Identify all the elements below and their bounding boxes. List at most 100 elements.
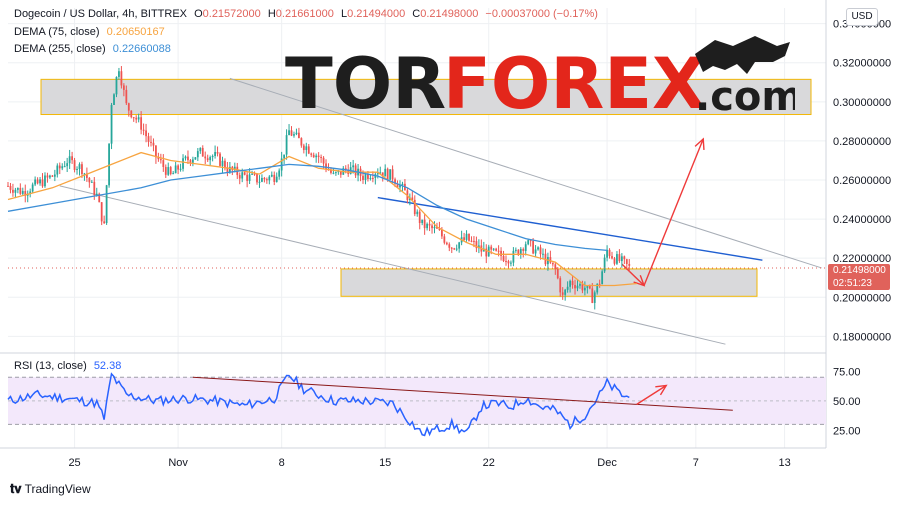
candle-body-234 — [583, 287, 586, 291]
candle-body-41 — [108, 143, 110, 186]
tradingview-brand[interactable]: 𝐭𝐯 TradingView — [10, 481, 91, 497]
axes: 0.340000000.320000000.300000000.28000000… — [8, 19, 891, 469]
price-tick-5: 0.24000000 — [833, 214, 891, 226]
rsi-tick-1: 50.00 — [833, 396, 861, 408]
candle-body-125 — [315, 155, 318, 158]
candle-body-108 — [273, 174, 276, 182]
arrow-up-head — [694, 137, 705, 150]
candle-body-84 — [214, 152, 216, 156]
candle-body-243 — [606, 249, 608, 258]
tradingview-icon: 𝐭𝐯 — [10, 481, 22, 496]
candle-body-40 — [105, 185, 108, 224]
candle-body-116 — [293, 134, 295, 136]
candle-body-140 — [352, 165, 355, 168]
candle-body-238 — [593, 292, 596, 303]
candle-body-72 — [184, 156, 187, 159]
candle-body-189 — [473, 240, 475, 242]
candle-body-15 — [44, 175, 46, 187]
candle-body-249 — [620, 256, 623, 262]
candle-body-89 — [226, 168, 229, 172]
support-zone — [340, 268, 758, 297]
rsi-tick-2: 25.00 — [833, 425, 861, 437]
dema255-label: DEMA (255, close) — [14, 43, 106, 55]
candle-body-246 — [613, 258, 616, 264]
candle-body-48 — [125, 89, 128, 104]
candle-body-175 — [438, 228, 441, 231]
candle-body-47 — [122, 85, 125, 90]
candle-body-211 — [527, 240, 530, 245]
dema255-legend[interactable]: DEMA (255, close) 0.22660088 — [14, 43, 171, 55]
logo-part-com: .com — [695, 74, 795, 120]
candle-body-55 — [142, 129, 145, 131]
candle-body-110 — [278, 170, 281, 177]
candle-body-154 — [386, 168, 389, 180]
candle-body-80 — [204, 156, 207, 159]
candle-body-99 — [251, 173, 253, 175]
candle-body-141 — [354, 165, 357, 176]
candle-body-245 — [611, 256, 613, 259]
candle-body-112 — [283, 154, 286, 159]
candle-body-25 — [68, 156, 71, 164]
low-label: L — [340, 8, 348, 20]
trend-lines — [59, 77, 822, 345]
candle-body-6 — [21, 191, 24, 194]
candle-body-166 — [416, 211, 419, 215]
candle-body-225 — [561, 292, 564, 295]
candle-body-78 — [199, 147, 202, 152]
candle-body-205 — [512, 250, 515, 263]
candle-body-56 — [145, 130, 147, 137]
candle-body-183 — [458, 242, 461, 249]
candle-body-122 — [307, 146, 310, 154]
candle-body-88 — [224, 160, 226, 169]
candle-body-121 — [305, 146, 308, 151]
candle-body-223 — [556, 268, 559, 279]
price-tick-4: 0.26000000 — [833, 175, 891, 187]
dema75-label: DEMA (75, close) — [14, 26, 100, 38]
candle-body-155 — [389, 169, 392, 180]
currency-button[interactable]: USD — [846, 8, 878, 26]
candle-body-185 — [463, 237, 465, 240]
time-tick-1: Nov — [168, 457, 188, 469]
time-tick-7: 13 — [778, 457, 790, 469]
candle-body-160 — [401, 183, 404, 186]
candle-body-145 — [364, 174, 367, 180]
candle-body-107 — [270, 174, 273, 177]
candle-body-24 — [66, 163, 69, 167]
time-tick-4: 22 — [483, 457, 495, 469]
candle-body-98 — [248, 174, 251, 181]
candle-body-5 — [19, 187, 22, 194]
dema75-legend[interactable]: DEMA (75, close) 0.20650167 — [14, 26, 165, 38]
torforex-logo: TOR FOREX .com — [285, 32, 803, 127]
candle-body-250 — [623, 256, 626, 260]
candle-body-193 — [482, 248, 485, 252]
rsi-value: 52.38 — [93, 360, 122, 372]
candle-body-38 — [100, 202, 103, 222]
candle-body-147 — [369, 177, 372, 179]
candle-body-102 — [258, 181, 261, 183]
rsi-legend[interactable]: RSI (13, close) 52.38 — [14, 360, 121, 372]
arrow-up-shaft — [643, 138, 704, 286]
candle-body-123 — [310, 153, 313, 155]
candle-body-113 — [285, 135, 288, 155]
candle-body-100 — [253, 173, 256, 175]
candle-body-12 — [36, 179, 39, 184]
candle-body-87 — [221, 160, 224, 166]
candle-body-126 — [317, 155, 320, 158]
candle-body-75 — [192, 159, 194, 163]
candle-body-76 — [194, 157, 197, 160]
close-value: 0.21498000 — [420, 8, 479, 20]
channel-upper-line — [229, 77, 822, 269]
candle-body-23 — [63, 166, 66, 168]
candle-body-37 — [98, 193, 101, 203]
bull-icon — [695, 36, 790, 74]
rsi-line — [7, 372, 630, 437]
candle-body-20 — [56, 165, 59, 175]
candle-body-187 — [468, 233, 470, 241]
candle-body-173 — [433, 226, 436, 229]
time-tick-6: 7 — [693, 457, 699, 469]
candle-body-170 — [426, 223, 429, 229]
candle-body-129 — [325, 163, 327, 170]
candle-body-60 — [155, 145, 157, 158]
candle-body-204 — [510, 262, 512, 264]
